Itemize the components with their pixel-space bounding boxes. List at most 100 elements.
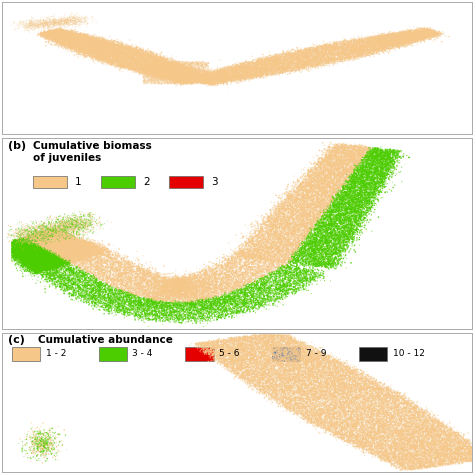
Point — [237, 253, 245, 261]
Point — [22, 260, 30, 268]
Point — [81, 249, 88, 257]
Point — [194, 269, 201, 277]
Point — [425, 451, 432, 458]
Point — [254, 269, 261, 277]
Point — [54, 255, 61, 262]
Point — [362, 51, 370, 59]
Point — [142, 272, 149, 279]
Point — [231, 307, 238, 315]
Point — [106, 38, 114, 46]
Point — [402, 43, 410, 50]
Point — [349, 47, 357, 55]
Point — [421, 32, 428, 39]
Point — [262, 67, 269, 74]
Point — [326, 165, 334, 173]
Point — [402, 454, 410, 462]
Point — [288, 62, 295, 70]
Point — [359, 377, 367, 385]
Point — [199, 75, 206, 82]
Point — [264, 357, 272, 365]
Point — [367, 393, 375, 401]
Point — [266, 55, 273, 63]
Point — [413, 445, 421, 452]
Point — [244, 372, 251, 380]
Point — [365, 384, 372, 392]
Point — [325, 192, 333, 200]
Point — [228, 255, 236, 262]
Point — [250, 304, 257, 312]
Point — [294, 228, 301, 236]
Point — [69, 240, 77, 247]
Point — [59, 39, 67, 46]
Point — [218, 356, 225, 363]
Point — [55, 263, 63, 270]
Point — [214, 338, 221, 346]
Point — [153, 53, 161, 61]
Point — [350, 387, 358, 394]
Point — [187, 62, 195, 69]
Point — [81, 51, 89, 59]
Point — [197, 78, 205, 86]
Point — [24, 261, 31, 269]
Point — [381, 442, 389, 450]
Point — [276, 52, 284, 59]
Point — [64, 228, 72, 236]
Point — [121, 56, 129, 64]
Point — [301, 253, 309, 260]
Point — [109, 53, 116, 61]
Point — [255, 300, 263, 307]
Point — [58, 248, 66, 255]
Point — [60, 230, 67, 237]
Point — [332, 386, 339, 393]
Point — [296, 213, 304, 220]
Point — [283, 385, 291, 392]
Point — [184, 67, 192, 75]
Point — [148, 65, 156, 73]
Point — [82, 226, 89, 234]
Point — [310, 388, 318, 395]
Point — [187, 268, 195, 276]
Point — [151, 277, 159, 285]
Point — [230, 352, 238, 359]
Point — [415, 36, 423, 43]
Point — [35, 237, 43, 244]
Point — [30, 270, 37, 278]
Point — [297, 389, 305, 396]
Point — [271, 61, 278, 69]
Point — [55, 245, 63, 252]
Point — [222, 306, 229, 314]
Point — [239, 63, 247, 70]
Point — [164, 56, 172, 64]
Point — [157, 62, 165, 69]
Point — [389, 30, 396, 38]
Point — [63, 237, 70, 245]
Point — [297, 65, 304, 73]
Point — [278, 51, 286, 59]
Point — [73, 237, 81, 244]
Point — [374, 171, 381, 178]
Point — [182, 303, 190, 311]
Point — [66, 254, 73, 262]
Point — [196, 294, 204, 301]
Point — [148, 73, 155, 80]
Point — [132, 301, 139, 309]
Point — [131, 298, 139, 305]
Point — [114, 260, 122, 268]
Point — [258, 348, 266, 356]
Point — [254, 252, 261, 260]
Point — [358, 444, 365, 452]
Point — [235, 275, 243, 283]
Point — [237, 66, 244, 73]
Point — [276, 384, 284, 392]
Point — [380, 154, 387, 161]
Point — [367, 36, 375, 43]
Point — [115, 269, 122, 276]
Point — [37, 437, 45, 444]
Point — [283, 62, 290, 70]
Point — [384, 148, 392, 155]
Point — [437, 452, 445, 460]
Point — [319, 394, 327, 401]
Point — [434, 443, 441, 450]
Point — [295, 228, 302, 236]
Point — [65, 239, 73, 247]
